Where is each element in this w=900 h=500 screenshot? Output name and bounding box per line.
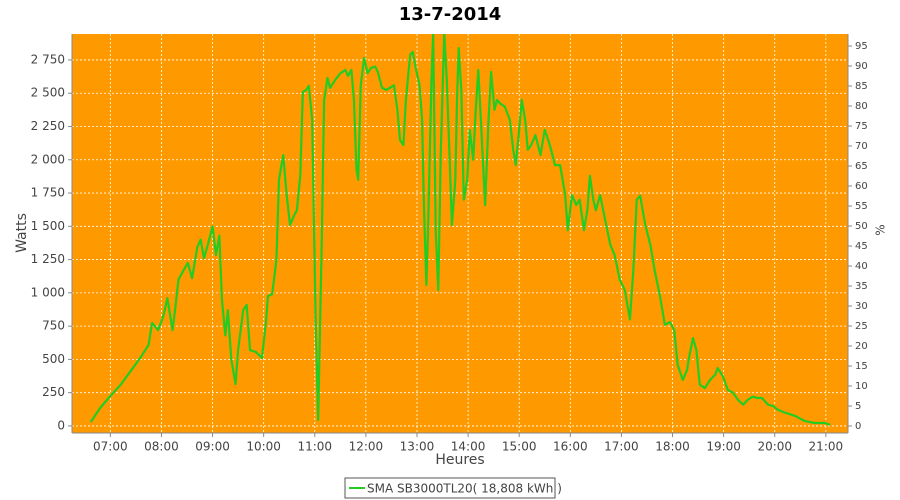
y2-tick-label: 95 bbox=[855, 41, 868, 52]
y2-tick-label: 60 bbox=[855, 181, 868, 192]
x-tick-label: 13:00 bbox=[400, 440, 435, 454]
y-axis-label: Watts bbox=[14, 213, 30, 253]
x-tick-label: 21:00 bbox=[809, 440, 844, 454]
y2-tick-label: 85 bbox=[855, 81, 868, 92]
x-tick-label: 15:00 bbox=[502, 440, 537, 454]
y-tick-label: 1 750 bbox=[31, 186, 65, 200]
y2-tick-label: 75 bbox=[855, 121, 868, 132]
y2-tick-label: 40 bbox=[855, 261, 868, 272]
chart-title: 13-7-2014 bbox=[399, 4, 502, 25]
y-tick-label: 750 bbox=[42, 319, 65, 333]
y-tick-label: 2 500 bbox=[31, 86, 65, 100]
y2-tick-label: 25 bbox=[855, 321, 868, 332]
y2-tick-label: 70 bbox=[855, 141, 868, 152]
x-tick-label: 11:00 bbox=[297, 440, 332, 454]
y2-tick-label: 0 bbox=[855, 421, 861, 432]
x-tick-label: 09:00 bbox=[195, 440, 230, 454]
y2-tick-label: 10 bbox=[855, 381, 868, 392]
y-tick-label: 2 250 bbox=[31, 119, 65, 133]
y2-tick-label: 35 bbox=[855, 281, 868, 292]
x-tick-label: 08:00 bbox=[144, 440, 179, 454]
y2-tick-label: 55 bbox=[855, 201, 868, 212]
x-tick-label: 17:00 bbox=[604, 440, 639, 454]
plot-area bbox=[72, 34, 848, 433]
x-tick-label: 19:00 bbox=[706, 440, 741, 454]
y2-tick-label: 20 bbox=[855, 341, 868, 352]
x-tick-label: 10:00 bbox=[246, 440, 281, 454]
x-tick-label: 12:00 bbox=[349, 440, 384, 454]
y2-tick-label: 90 bbox=[855, 61, 868, 72]
y2-tick-label: 80 bbox=[855, 101, 868, 112]
x-tick-label: 20:00 bbox=[757, 440, 792, 454]
x-tick-label: 14:00 bbox=[451, 440, 486, 454]
y-tick-label: 1 500 bbox=[31, 219, 65, 233]
y-tick-label: 2 000 bbox=[31, 152, 65, 166]
y2-axis-label: % bbox=[874, 224, 888, 235]
y2-tick-label: 45 bbox=[855, 241, 868, 252]
y-tick-label: 1 000 bbox=[31, 285, 65, 299]
legend-label: SMA SB3000TL20( 18,808 kWh ) bbox=[367, 482, 562, 496]
series-line bbox=[89, 34, 831, 426]
x-tick-label: 07:00 bbox=[93, 440, 128, 454]
x-axis-label: Heures bbox=[435, 452, 484, 468]
y-tick-label: 250 bbox=[42, 385, 65, 399]
x-tick-label: 18:00 bbox=[655, 440, 690, 454]
y2-tick-label: 65 bbox=[855, 161, 868, 172]
y2-tick-label: 50 bbox=[855, 221, 868, 232]
y2-tick-label: 15 bbox=[855, 361, 868, 372]
y-tick-label: 1 250 bbox=[31, 252, 65, 266]
y2-tick-label: 5 bbox=[855, 401, 861, 412]
x-tick-label: 16:00 bbox=[553, 440, 588, 454]
y-tick-label: 500 bbox=[42, 352, 65, 366]
y-tick-label: 0 bbox=[57, 418, 65, 432]
legend-box bbox=[344, 477, 556, 499]
y-tick-label: 2 750 bbox=[31, 52, 65, 66]
y2-tick-label: 30 bbox=[855, 301, 868, 312]
